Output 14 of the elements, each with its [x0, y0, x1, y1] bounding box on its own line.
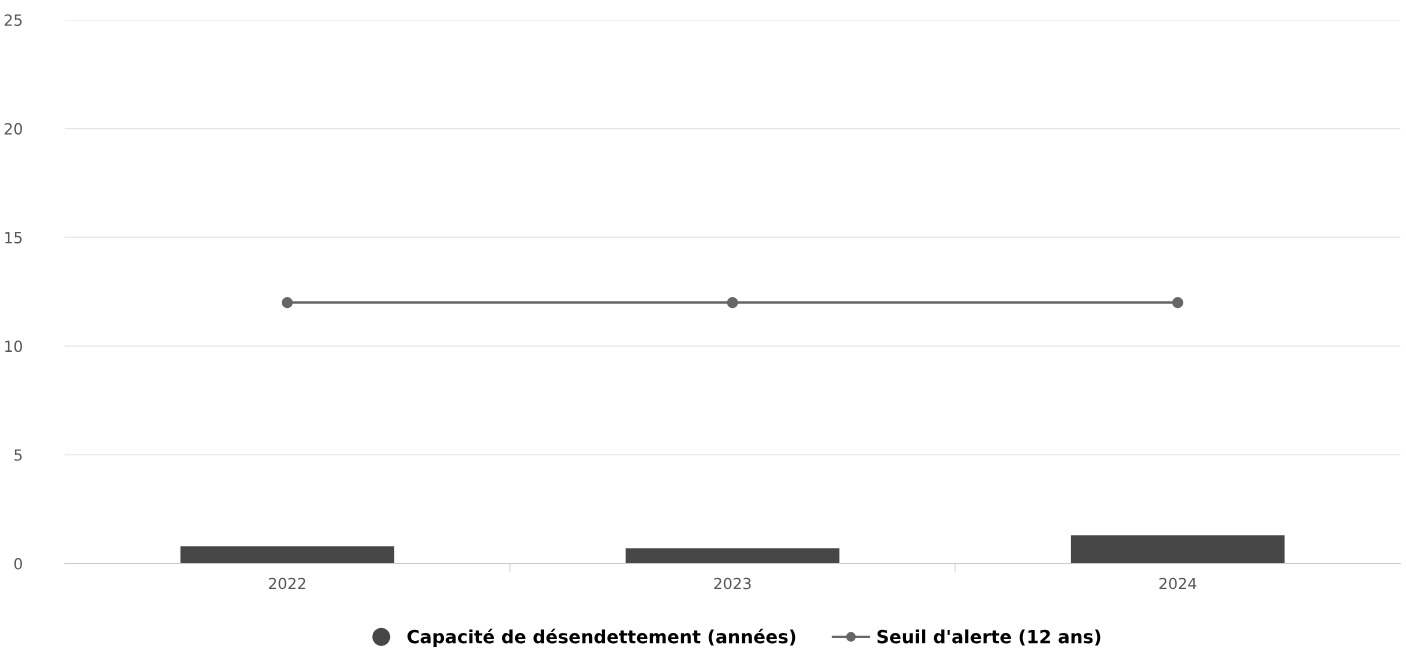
bar [180, 546, 395, 564]
y-tick-label: 10 [5, 340, 22, 353]
x-tick-label: 2022 [268, 577, 306, 590]
x-tick-label: 2024 [1159, 577, 1197, 590]
x-tick-label: 2023 [714, 577, 751, 590]
legend-label: Seuil d'alerte (12 ans) [877, 629, 1101, 646]
y-tick-label: 25 [4, 14, 22, 26]
bar [625, 548, 840, 564]
y-tick-label: 20 [4, 123, 22, 135]
legend-label: Capacité de désendettement (années) [407, 628, 796, 647]
y-tick-label: 0 [14, 558, 22, 570]
y-tick-label: 5 [14, 449, 22, 461]
y-tick-label: 15 [5, 232, 22, 244]
bar [1070, 535, 1285, 564]
